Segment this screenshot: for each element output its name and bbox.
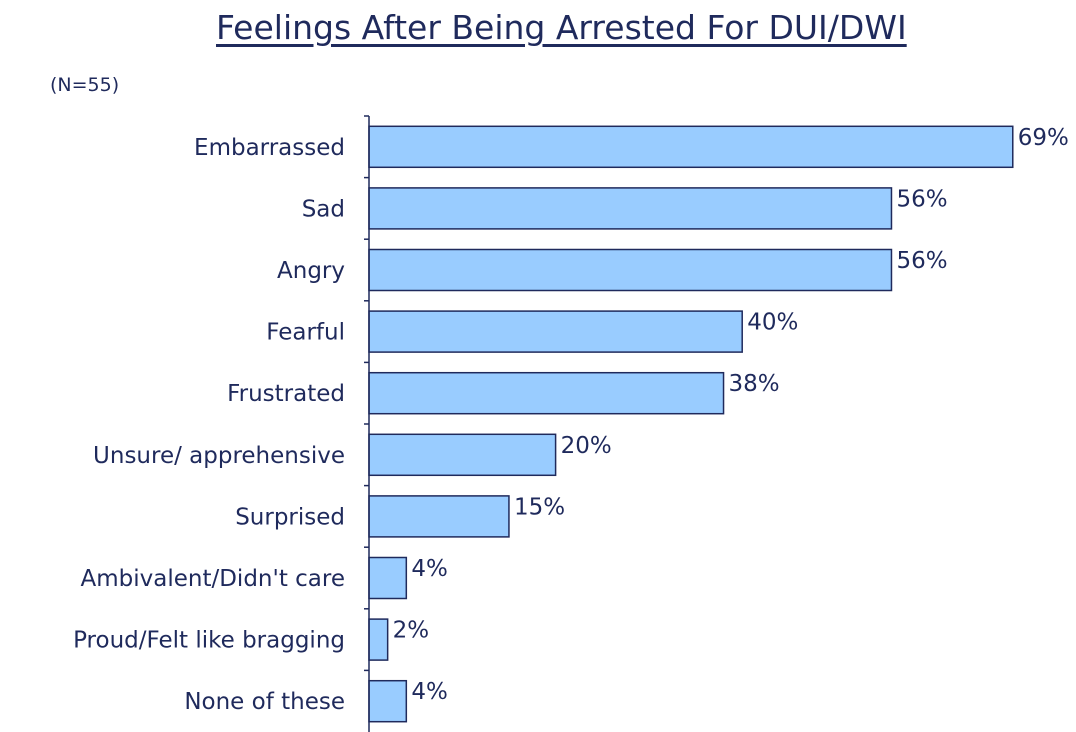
bar [368, 371, 725, 415]
value-label: 56% [896, 248, 947, 274]
value-label: 40% [747, 310, 798, 336]
bar [368, 248, 893, 292]
bar [368, 556, 408, 600]
category-axis [364, 115, 370, 732]
category-label: Unsure/ apprehensive [93, 443, 345, 469]
bar [368, 433, 557, 477]
value-label: 20% [561, 433, 612, 459]
value-label: 38% [729, 371, 780, 397]
labels-group: Embarrassed 69% Sad 56% Angry 56% Fearful 40% Fr… [73, 125, 1069, 715]
category-label: Frustrated [227, 381, 345, 407]
bar [368, 618, 389, 661]
bar [368, 495, 510, 538]
value-label: 69% [1018, 125, 1069, 151]
sample-size-note: (N=55) [50, 74, 120, 96]
category-label: Fearful [266, 320, 345, 346]
bars-group [368, 125, 1014, 723]
value-label: 56% [896, 186, 947, 212]
category-label: Embarrassed [194, 135, 345, 161]
bar [368, 310, 743, 353]
category-label: None of these [184, 689, 345, 715]
category-label: Angry [277, 258, 345, 284]
category-label: Ambivalent/Didn't care [81, 566, 346, 592]
category-label: Proud/Felt like bragging [73, 628, 345, 654]
value-label: 4% [411, 679, 448, 705]
bar [368, 679, 408, 723]
bar [368, 125, 1014, 169]
value-label: 4% [411, 556, 448, 582]
chart-title: Feelings After Being Arrested For DUI/DW… [216, 8, 907, 47]
category-label: Surprised [235, 504, 345, 530]
value-label: 15% [514, 494, 565, 520]
value-label: 2% [393, 618, 430, 644]
category-label: Sad [302, 196, 345, 222]
bar [368, 187, 893, 230]
